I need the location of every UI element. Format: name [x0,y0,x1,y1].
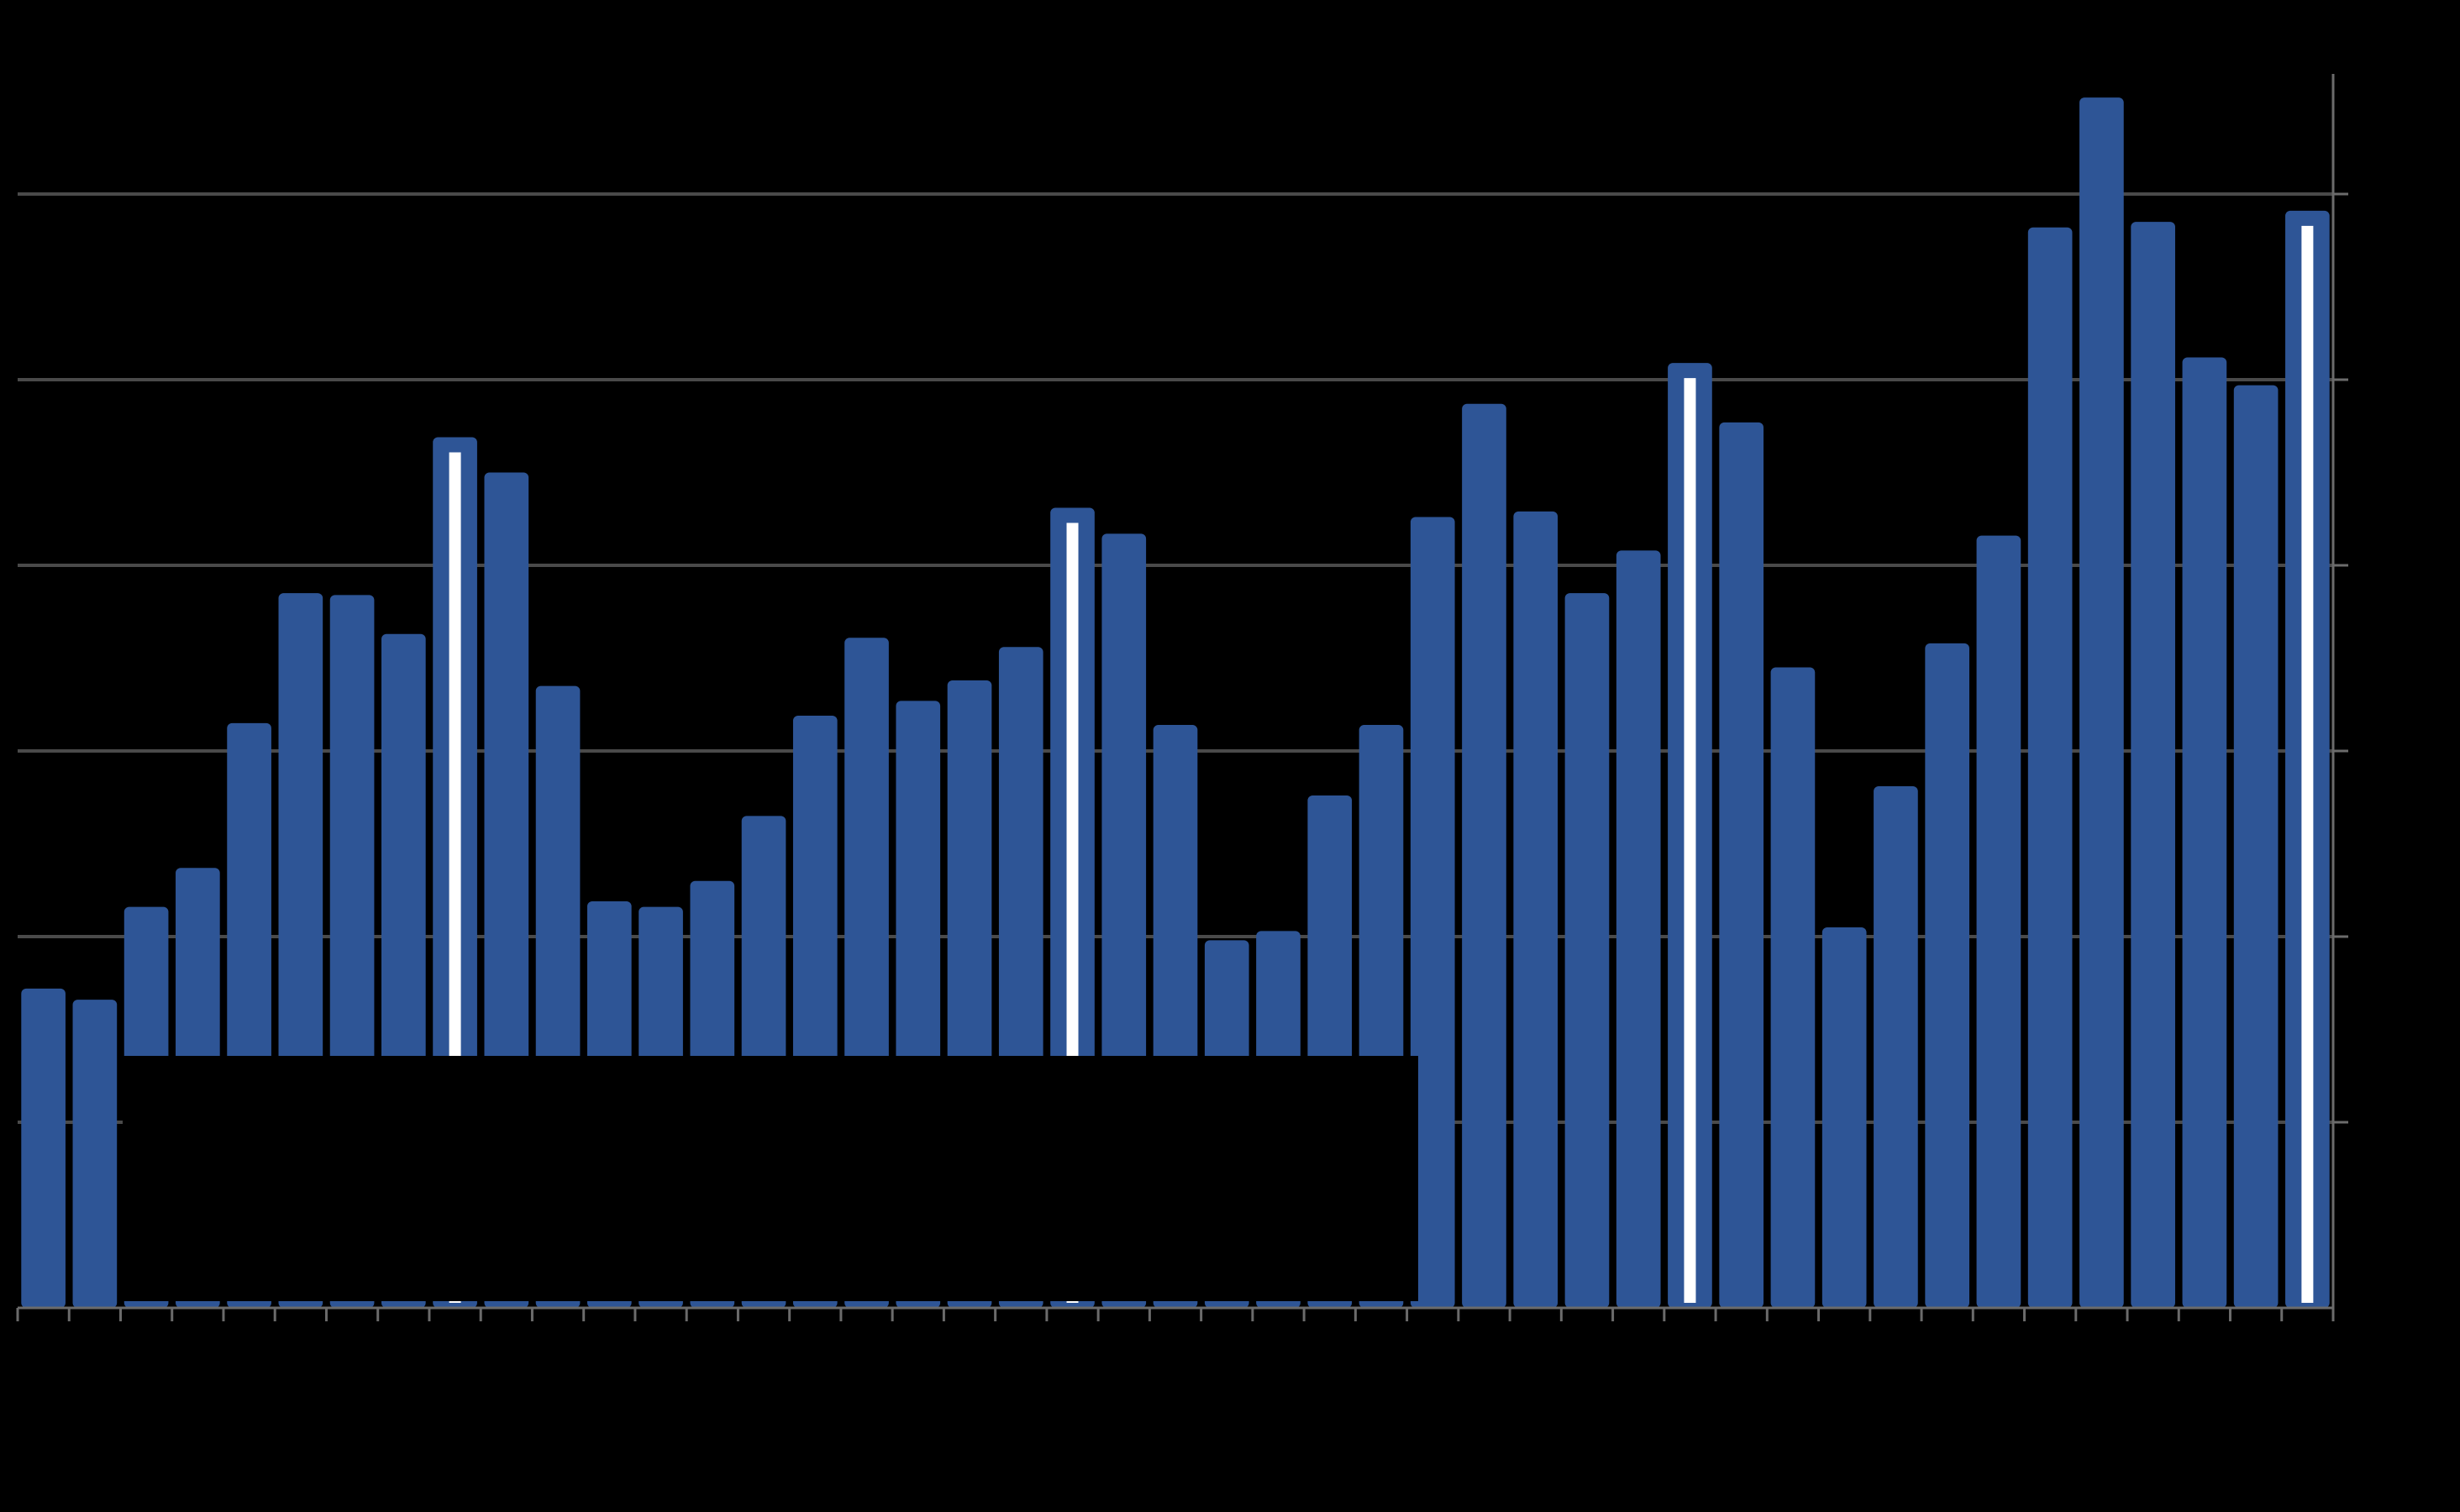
bar-38 [1976,535,2021,1308]
bar-35 [1821,927,1867,1308]
bar-36 [1874,785,1918,1308]
bar-29 [1513,511,1559,1308]
bar-43 [2233,385,2279,1308]
bar-37 [1925,643,1970,1308]
bar-42 [2182,357,2227,1309]
bar-highlight-44 [2301,225,2314,1303]
bar-31 [1616,550,1661,1308]
bar-highlight-32 [1684,378,1696,1303]
bar-1 [72,1000,118,1308]
bar-41 [2131,222,2175,1308]
bar-34 [1770,667,1816,1308]
bar-28 [1462,403,1506,1309]
bar-27 [1410,517,1455,1308]
bar-33 [1719,422,1764,1309]
axes [16,74,2348,1321]
bar-30 [1564,593,1610,1308]
legend-box [123,1056,1418,1301]
bar-0 [21,988,66,1308]
bar-39 [2027,227,2073,1308]
bar-40 [2079,97,2124,1309]
